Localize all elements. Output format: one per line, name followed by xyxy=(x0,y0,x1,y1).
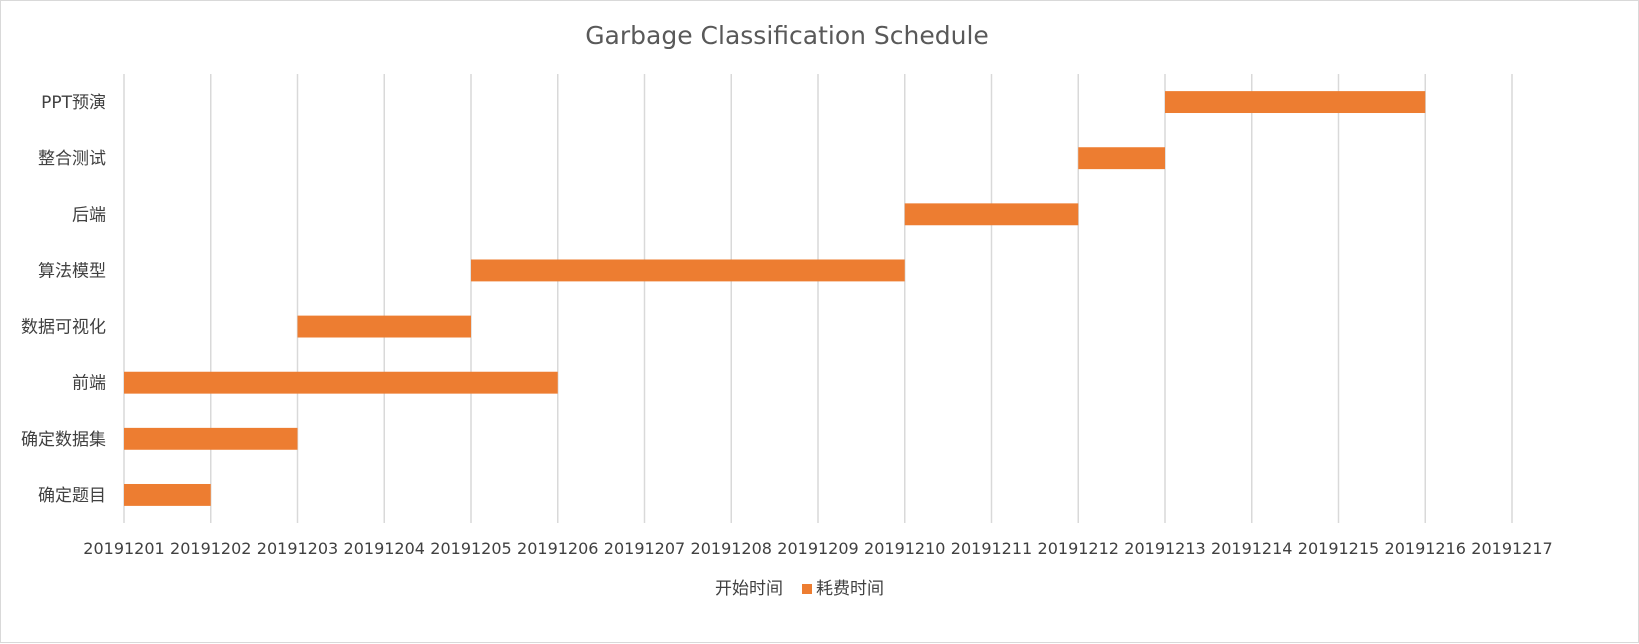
duration-bar xyxy=(904,203,1079,226)
x-tick-label: 20191202 xyxy=(170,539,251,558)
duration-bar xyxy=(124,483,211,506)
x-tick-label: 20191211 xyxy=(951,539,1032,558)
category-label: PPT预演 xyxy=(41,93,106,113)
x-tick-label: 20191215 xyxy=(1298,539,1379,558)
duration-bar xyxy=(1078,147,1165,170)
x-tick-label: 20191213 xyxy=(1124,539,1205,558)
duration-bar xyxy=(124,371,558,394)
x-tick-label: 20191212 xyxy=(1038,539,1119,558)
category-label: 数据可视化 xyxy=(21,318,106,338)
category-label: 后端 xyxy=(72,205,106,225)
x-tick-label: 20191216 xyxy=(1385,539,1466,558)
legend-start-label: 开始时间 xyxy=(715,579,783,599)
x-tick-label: 20191203 xyxy=(257,539,338,558)
x-tick-labels: 20191201 20191202 20191203 20191204 20191205… xyxy=(83,539,1552,558)
legend: 开始时间 耗费时间 xyxy=(715,579,884,599)
x-tick-label: 20191201 xyxy=(83,539,164,558)
x-tick-label: 20191206 xyxy=(517,539,598,558)
x-tick-label: 20191209 xyxy=(777,539,858,558)
x-tick-label: 20191208 xyxy=(691,539,772,558)
category-label: 确定数据集 xyxy=(21,430,106,450)
duration-bar xyxy=(297,315,471,338)
duration-bar xyxy=(124,427,298,450)
category-label: 算法模型 xyxy=(38,261,106,281)
x-tick-label: 20191205 xyxy=(430,539,511,558)
x-tick-label: 20191210 xyxy=(864,539,945,558)
legend-duration-swatch xyxy=(802,584,812,594)
x-tick-label: 20191204 xyxy=(344,539,425,558)
legend-duration-label: 耗费时间 xyxy=(816,579,884,599)
gridlines xyxy=(123,74,1513,523)
category-labels: 确定题目 确定数据集 前端 数据可视化 算法模型 后端 整合测试 PPT预演 xyxy=(21,93,106,506)
x-tick-label: 20191217 xyxy=(1471,539,1552,558)
bars xyxy=(124,91,1426,506)
category-label: 整合测试 xyxy=(38,149,106,169)
category-label: 前端 xyxy=(72,374,106,394)
category-label: 确定题目 xyxy=(38,486,106,506)
x-tick-label: 20191214 xyxy=(1211,539,1292,558)
duration-bar xyxy=(471,259,905,282)
x-tick-label: 20191207 xyxy=(604,539,685,558)
duration-bar xyxy=(1165,91,1426,114)
chart-title: Garbage Classification Schedule xyxy=(585,21,989,50)
